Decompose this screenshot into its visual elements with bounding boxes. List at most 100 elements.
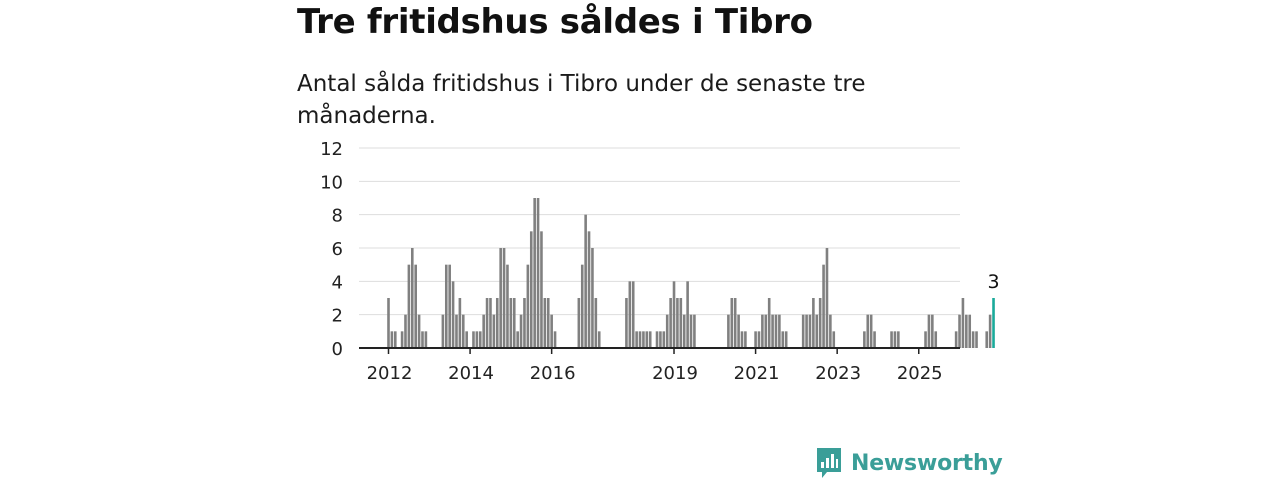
bar bbox=[676, 298, 679, 348]
bar bbox=[669, 298, 672, 348]
bar bbox=[931, 314, 934, 348]
y-tick-label: 12 bbox=[320, 139, 343, 160]
bar bbox=[628, 281, 632, 348]
bar bbox=[890, 331, 893, 348]
y-tick-label: 4 bbox=[332, 272, 343, 293]
bar bbox=[495, 298, 499, 348]
bar bbox=[540, 231, 543, 348]
bar-chart: 0 2 4 6 8 10 12 2012 2014 2016 2019 2021 2023 2025 3 bbox=[320, 139, 999, 384]
bar bbox=[866, 314, 870, 348]
bar bbox=[529, 231, 533, 348]
bar bbox=[458, 298, 462, 348]
bar bbox=[764, 314, 768, 348]
bar bbox=[499, 248, 502, 348]
y-tick-label: 8 bbox=[332, 206, 343, 227]
bar bbox=[829, 314, 832, 348]
bar bbox=[815, 314, 819, 348]
bar bbox=[662, 331, 666, 348]
bar bbox=[971, 331, 975, 348]
bar bbox=[587, 231, 591, 348]
bar bbox=[754, 331, 757, 348]
bar bbox=[825, 248, 829, 348]
x-tick-label: 2023 bbox=[815, 363, 861, 384]
bar bbox=[417, 314, 421, 348]
bar bbox=[580, 264, 584, 348]
bar bbox=[390, 331, 394, 348]
bar bbox=[455, 314, 458, 348]
bar bbox=[591, 248, 594, 348]
bar bbox=[509, 298, 513, 348]
bar bbox=[965, 314, 968, 348]
bar bbox=[682, 314, 686, 348]
bar bbox=[774, 314, 778, 348]
bar bbox=[897, 331, 900, 348]
bar bbox=[465, 331, 468, 348]
bar bbox=[934, 331, 938, 348]
bar bbox=[679, 298, 683, 348]
bar bbox=[635, 331, 638, 348]
bar bbox=[533, 198, 536, 348]
y-tick-label: 0 bbox=[332, 339, 343, 360]
bar bbox=[631, 281, 635, 348]
bar bbox=[410, 248, 414, 348]
bar bbox=[822, 264, 825, 348]
bar bbox=[461, 314, 465, 348]
bar bbox=[478, 331, 482, 348]
bar bbox=[771, 314, 774, 348]
bar bbox=[645, 331, 649, 348]
bar bbox=[767, 298, 771, 348]
bar bbox=[761, 314, 764, 348]
chart-title: Tre fritidshus såldes i Tibro bbox=[297, 2, 813, 42]
y-tick-label: 6 bbox=[332, 239, 343, 260]
bar bbox=[954, 331, 958, 348]
bar bbox=[985, 331, 989, 348]
x-tick-label: 2019 bbox=[652, 363, 698, 384]
bar bbox=[577, 298, 581, 348]
bar bbox=[441, 314, 445, 348]
bar bbox=[665, 314, 669, 348]
bar bbox=[737, 314, 740, 348]
bar bbox=[407, 264, 411, 348]
bar bbox=[519, 314, 523, 348]
bar bbox=[655, 331, 659, 348]
bar bbox=[546, 298, 550, 348]
bar bbox=[808, 314, 812, 348]
bar bbox=[672, 281, 676, 348]
bar bbox=[873, 331, 876, 348]
bar bbox=[553, 331, 557, 348]
bar bbox=[523, 298, 526, 348]
bar bbox=[975, 331, 978, 348]
bar bbox=[727, 314, 730, 348]
bar bbox=[927, 314, 931, 348]
bar bbox=[638, 331, 642, 348]
bar bbox=[784, 331, 788, 348]
bar bbox=[414, 264, 417, 348]
bar bbox=[757, 331, 761, 348]
newsworthy-logo: Newsworthy bbox=[815, 446, 1003, 480]
bar bbox=[659, 331, 662, 348]
bar bbox=[740, 331, 744, 348]
bar bbox=[536, 198, 540, 348]
bar bbox=[625, 298, 628, 348]
y-tick-label: 2 bbox=[332, 306, 343, 327]
bar bbox=[805, 314, 808, 348]
bar bbox=[730, 298, 734, 348]
bar bbox=[400, 331, 404, 348]
bar bbox=[516, 331, 519, 348]
bar bbox=[686, 281, 689, 348]
bar-highlight bbox=[992, 298, 995, 348]
bar bbox=[584, 214, 587, 348]
bar bbox=[863, 331, 866, 348]
bar bbox=[506, 264, 509, 348]
chart-subtitle: Antal sålda fritidshus i Tibro under de … bbox=[297, 71, 866, 129]
bar bbox=[424, 331, 428, 348]
y-tick-label: 10 bbox=[320, 172, 343, 193]
bar bbox=[733, 298, 737, 348]
bar bbox=[404, 314, 407, 348]
x-tick-label: 2016 bbox=[530, 363, 576, 384]
bar bbox=[648, 331, 652, 348]
bar bbox=[968, 314, 972, 348]
bar bbox=[693, 314, 696, 348]
bar bbox=[448, 264, 451, 348]
bar bbox=[961, 298, 965, 348]
